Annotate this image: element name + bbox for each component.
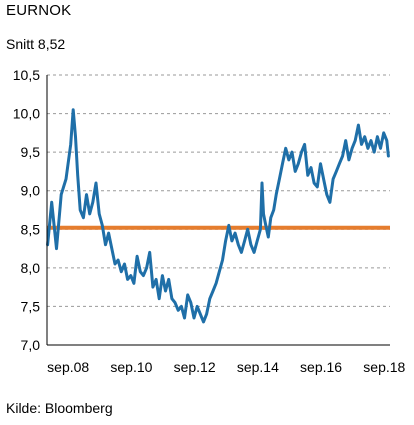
chart-subtitle: Snitt 8,52 [6, 36, 66, 52]
y-tick-label: 10,0 [13, 106, 40, 122]
y-tick-label: 7,0 [21, 337, 41, 353]
series-group [46, 108, 390, 324]
x-axis-ticks: sep.08 sep.10 sep.12 sep.14 sep.16 sep.18 [47, 359, 405, 375]
y-tick-label: 8,0 [21, 260, 41, 276]
source-note: Kilde: Bloomberg [6, 400, 113, 416]
x-tick-label: sep.08 [47, 359, 89, 375]
y-tick-label: 7,5 [21, 298, 41, 314]
y-tick-label: 9,5 [21, 144, 41, 160]
y-axis-ticks: 7,0 7,5 8,0 8,5 9,0 9,5 10,0 10,5 [13, 67, 40, 353]
x-tick-label: sep.14 [237, 359, 279, 375]
y-tick-label: 10,5 [13, 67, 40, 83]
x-tick-label: sep.18 [363, 359, 405, 375]
x-tick-label: sep.16 [300, 359, 342, 375]
x-tick-label: sep.10 [110, 359, 152, 375]
series-line [46, 108, 390, 324]
y-tick-label: 8,5 [21, 221, 41, 237]
x-tick-label: sep.12 [174, 359, 216, 375]
y-tick-label: 9,0 [21, 183, 41, 199]
chart-title: EURNOK [6, 2, 72, 19]
